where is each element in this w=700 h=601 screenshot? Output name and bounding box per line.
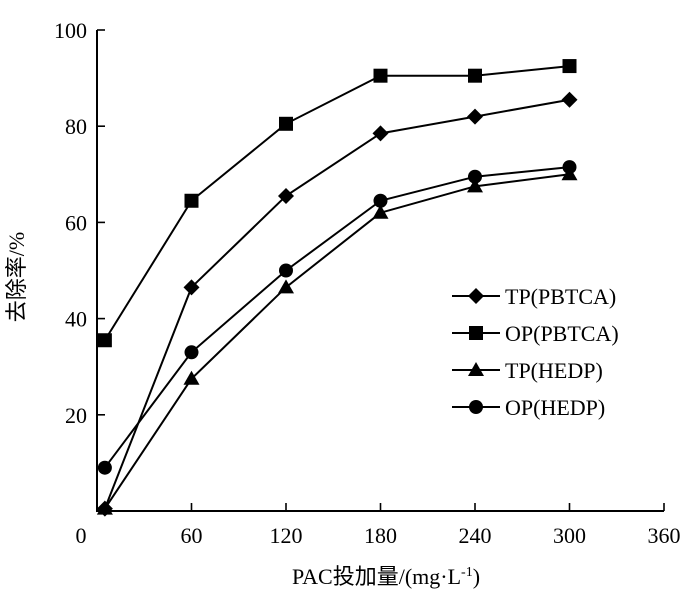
data-point — [184, 193, 199, 208]
data-point — [97, 333, 112, 348]
data-point — [278, 279, 294, 294]
series-square — [97, 59, 577, 348]
data-point — [372, 125, 389, 142]
legend-label: TP(PBTCA) — [505, 284, 616, 309]
data-point — [373, 68, 388, 83]
legend-item: OP(PBTCA) — [452, 321, 619, 346]
y-axis-label: 去除率/% — [4, 232, 29, 322]
series-line — [104, 166, 570, 469]
legend-label: OP(HEDP) — [505, 395, 605, 420]
data-point — [468, 169, 482, 184]
x-tick-label: 60 — [181, 523, 203, 548]
series-line — [104, 173, 570, 510]
data-point — [468, 68, 482, 83]
y-tick-label: 40 — [65, 307, 87, 332]
series-circle — [97, 160, 577, 475]
legend-item: TP(HEDP) — [452, 358, 603, 383]
series-triangle — [96, 166, 578, 515]
data-point — [279, 116, 293, 131]
legend-marker — [468, 288, 484, 304]
data-point — [96, 500, 113, 515]
axes: 0 60 120 180 240 300 360 20 40 60 80 100 — [54, 18, 681, 548]
legend-label: OP(PBTCA) — [505, 321, 619, 346]
data-point — [183, 370, 200, 385]
legend: TP(PBTCA) OP(PBTCA) TP(HEDP) OP(HEDP) — [452, 284, 619, 420]
y-tick-label: 80 — [65, 114, 87, 139]
data-point — [561, 91, 578, 108]
x-axis-label: PAC投加量/(mg·L-1) — [292, 564, 480, 589]
series-layer — [96, 59, 578, 517]
data-point — [97, 460, 112, 475]
data-point — [467, 108, 483, 125]
data-point — [184, 345, 199, 360]
y-tick-label: 60 — [65, 210, 87, 235]
legend-marker — [468, 362, 484, 376]
data-point — [562, 59, 577, 74]
series-line — [104, 65, 570, 341]
legend-item: TP(PBTCA) — [452, 284, 616, 309]
data-point — [467, 178, 483, 193]
data-point — [562, 160, 577, 175]
x-tick-label: 180 — [364, 523, 397, 548]
legend-label: TP(HEDP) — [505, 358, 603, 383]
legend-marker — [469, 400, 483, 414]
y-tick-label: 20 — [65, 403, 87, 428]
legend-marker — [469, 326, 483, 340]
x-tick-label: 120 — [270, 523, 303, 548]
x-tick-label: 0 — [76, 523, 87, 548]
data-point — [183, 279, 200, 296]
x-tick-label: 300 — [553, 523, 586, 548]
data-point — [372, 204, 389, 219]
x-tick-label: 360 — [648, 523, 681, 548]
axis-frame — [96, 30, 664, 512]
data-point — [278, 187, 294, 204]
data-point — [279, 263, 293, 278]
legend-item: OP(HEDP) — [452, 395, 605, 420]
y-tick-label: 100 — [54, 18, 87, 43]
x-tick-label: 240 — [459, 523, 492, 548]
data-point — [373, 193, 388, 208]
series-line — [103, 98, 570, 509]
